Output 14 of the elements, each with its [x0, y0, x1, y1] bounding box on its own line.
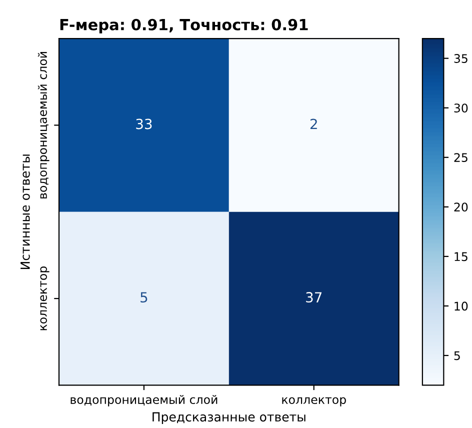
data-label: 2 — [310, 118, 317, 130]
data-label: 5 — [140, 292, 148, 303]
color-bar-label: 30 — [454, 104, 468, 113]
chart-title: F-мера: 0.91, Точность: 0.91 — [60, 18, 308, 34]
color-bar-label: 25 — [454, 153, 468, 162]
color-bar-label: 20 — [454, 202, 468, 212]
data-label: 33 — [136, 118, 152, 130]
y-axis-title: Истинные ответы — [20, 154, 30, 269]
data-label: 37 — [306, 292, 322, 303]
color-bar-label: 5 — [454, 351, 460, 360]
color-bar-label: 15 — [454, 252, 468, 262]
x-axis-title: Предсказанные ответы — [152, 412, 306, 424]
color-bar-label: 35 — [454, 54, 468, 63]
color-bar-label: 10 — [454, 302, 468, 311]
